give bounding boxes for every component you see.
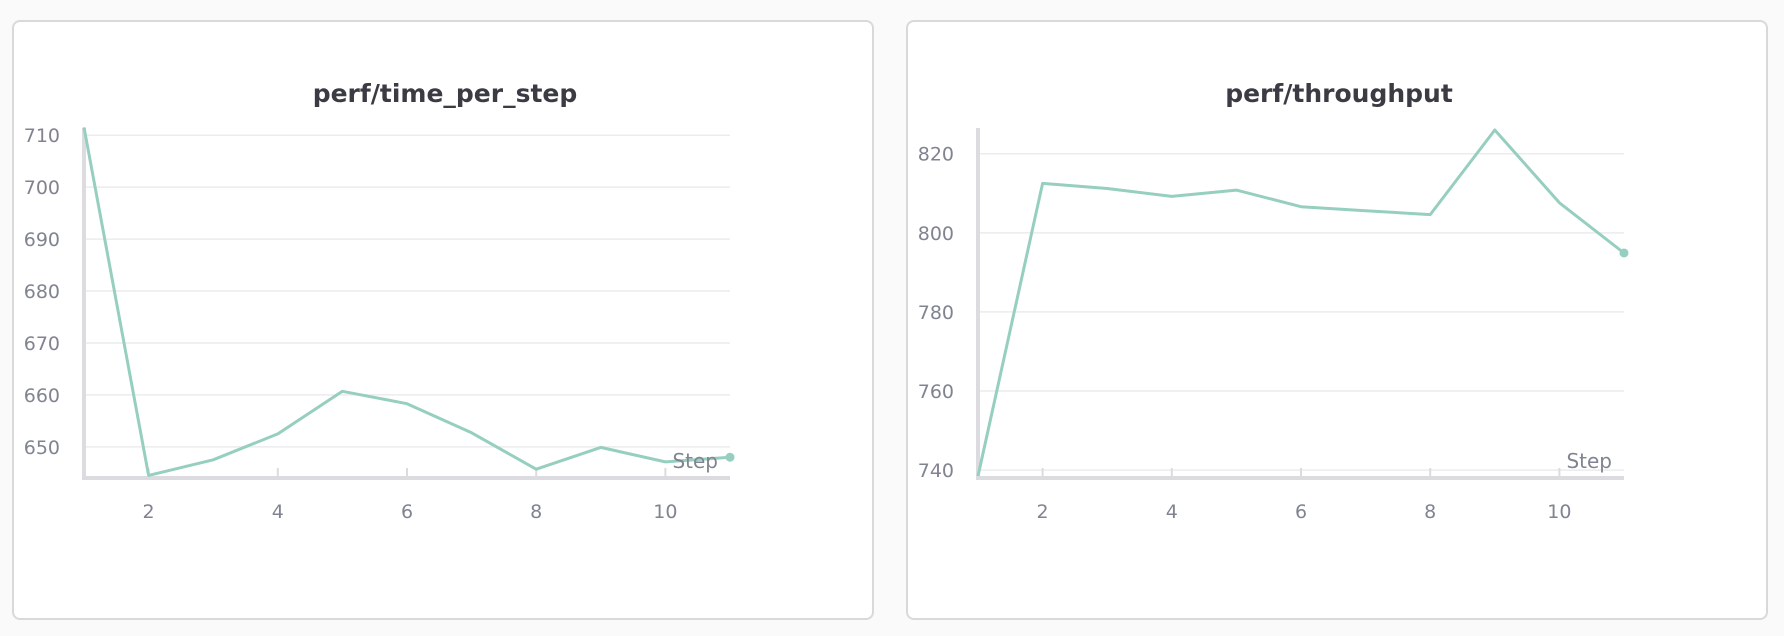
line-chart-throughput: perf/throughput 740 760 780 800 820 2 4 6 8 10 Ste…: [918, 79, 1629, 523]
y-tick-label: 680: [24, 281, 60, 303]
x-tick-label: 10: [653, 501, 677, 523]
y-tick-label: 660: [24, 385, 60, 407]
chart-panel-time-per-step: perf/time_per_step 650 660 670 680 690 700 710…: [12, 20, 874, 620]
y-tick-label: 820: [918, 144, 954, 166]
last-point-marker: [725, 452, 735, 462]
y-tick-label: 780: [918, 302, 954, 324]
y-tick-label: 650: [24, 437, 60, 459]
y-tick-label: 740: [918, 460, 954, 482]
x-tick-label: 2: [143, 501, 155, 523]
x-tick-label: 10: [1547, 501, 1571, 523]
y-tick-label: 800: [918, 223, 954, 245]
x-tick-label: 2: [1037, 501, 1049, 523]
x-tick-label: 8: [530, 501, 542, 523]
y-tick-label: 670: [24, 333, 60, 355]
y-tick-label: 690: [24, 229, 60, 251]
x-tick-label: 4: [272, 501, 284, 523]
chart-panel-throughput: perf/throughput 740 760 780 800 820 2 4 6 8 10 Ste…: [906, 20, 1768, 620]
chart-title: perf/time_per_step: [313, 79, 578, 108]
last-point-marker: [1619, 248, 1629, 258]
x-tick-label: 6: [1295, 501, 1307, 523]
x-axis-title: Step: [1566, 449, 1612, 473]
x-tick-label: 4: [1166, 501, 1178, 523]
series-line: [82, 127, 731, 477]
x-axis-title: Step: [672, 449, 718, 473]
y-tick-label: 700: [24, 177, 60, 199]
line-chart-time-per-step: perf/time_per_step 650 660 670 680 690 700 710…: [24, 79, 735, 523]
x-tick-label: 8: [1424, 501, 1436, 523]
y-tick-label: 760: [918, 381, 954, 403]
y-tick-label: 710: [24, 125, 60, 147]
x-tick-label: 6: [401, 501, 413, 523]
chart-title: perf/throughput: [1225, 79, 1453, 108]
series-line: [976, 128, 1625, 477]
